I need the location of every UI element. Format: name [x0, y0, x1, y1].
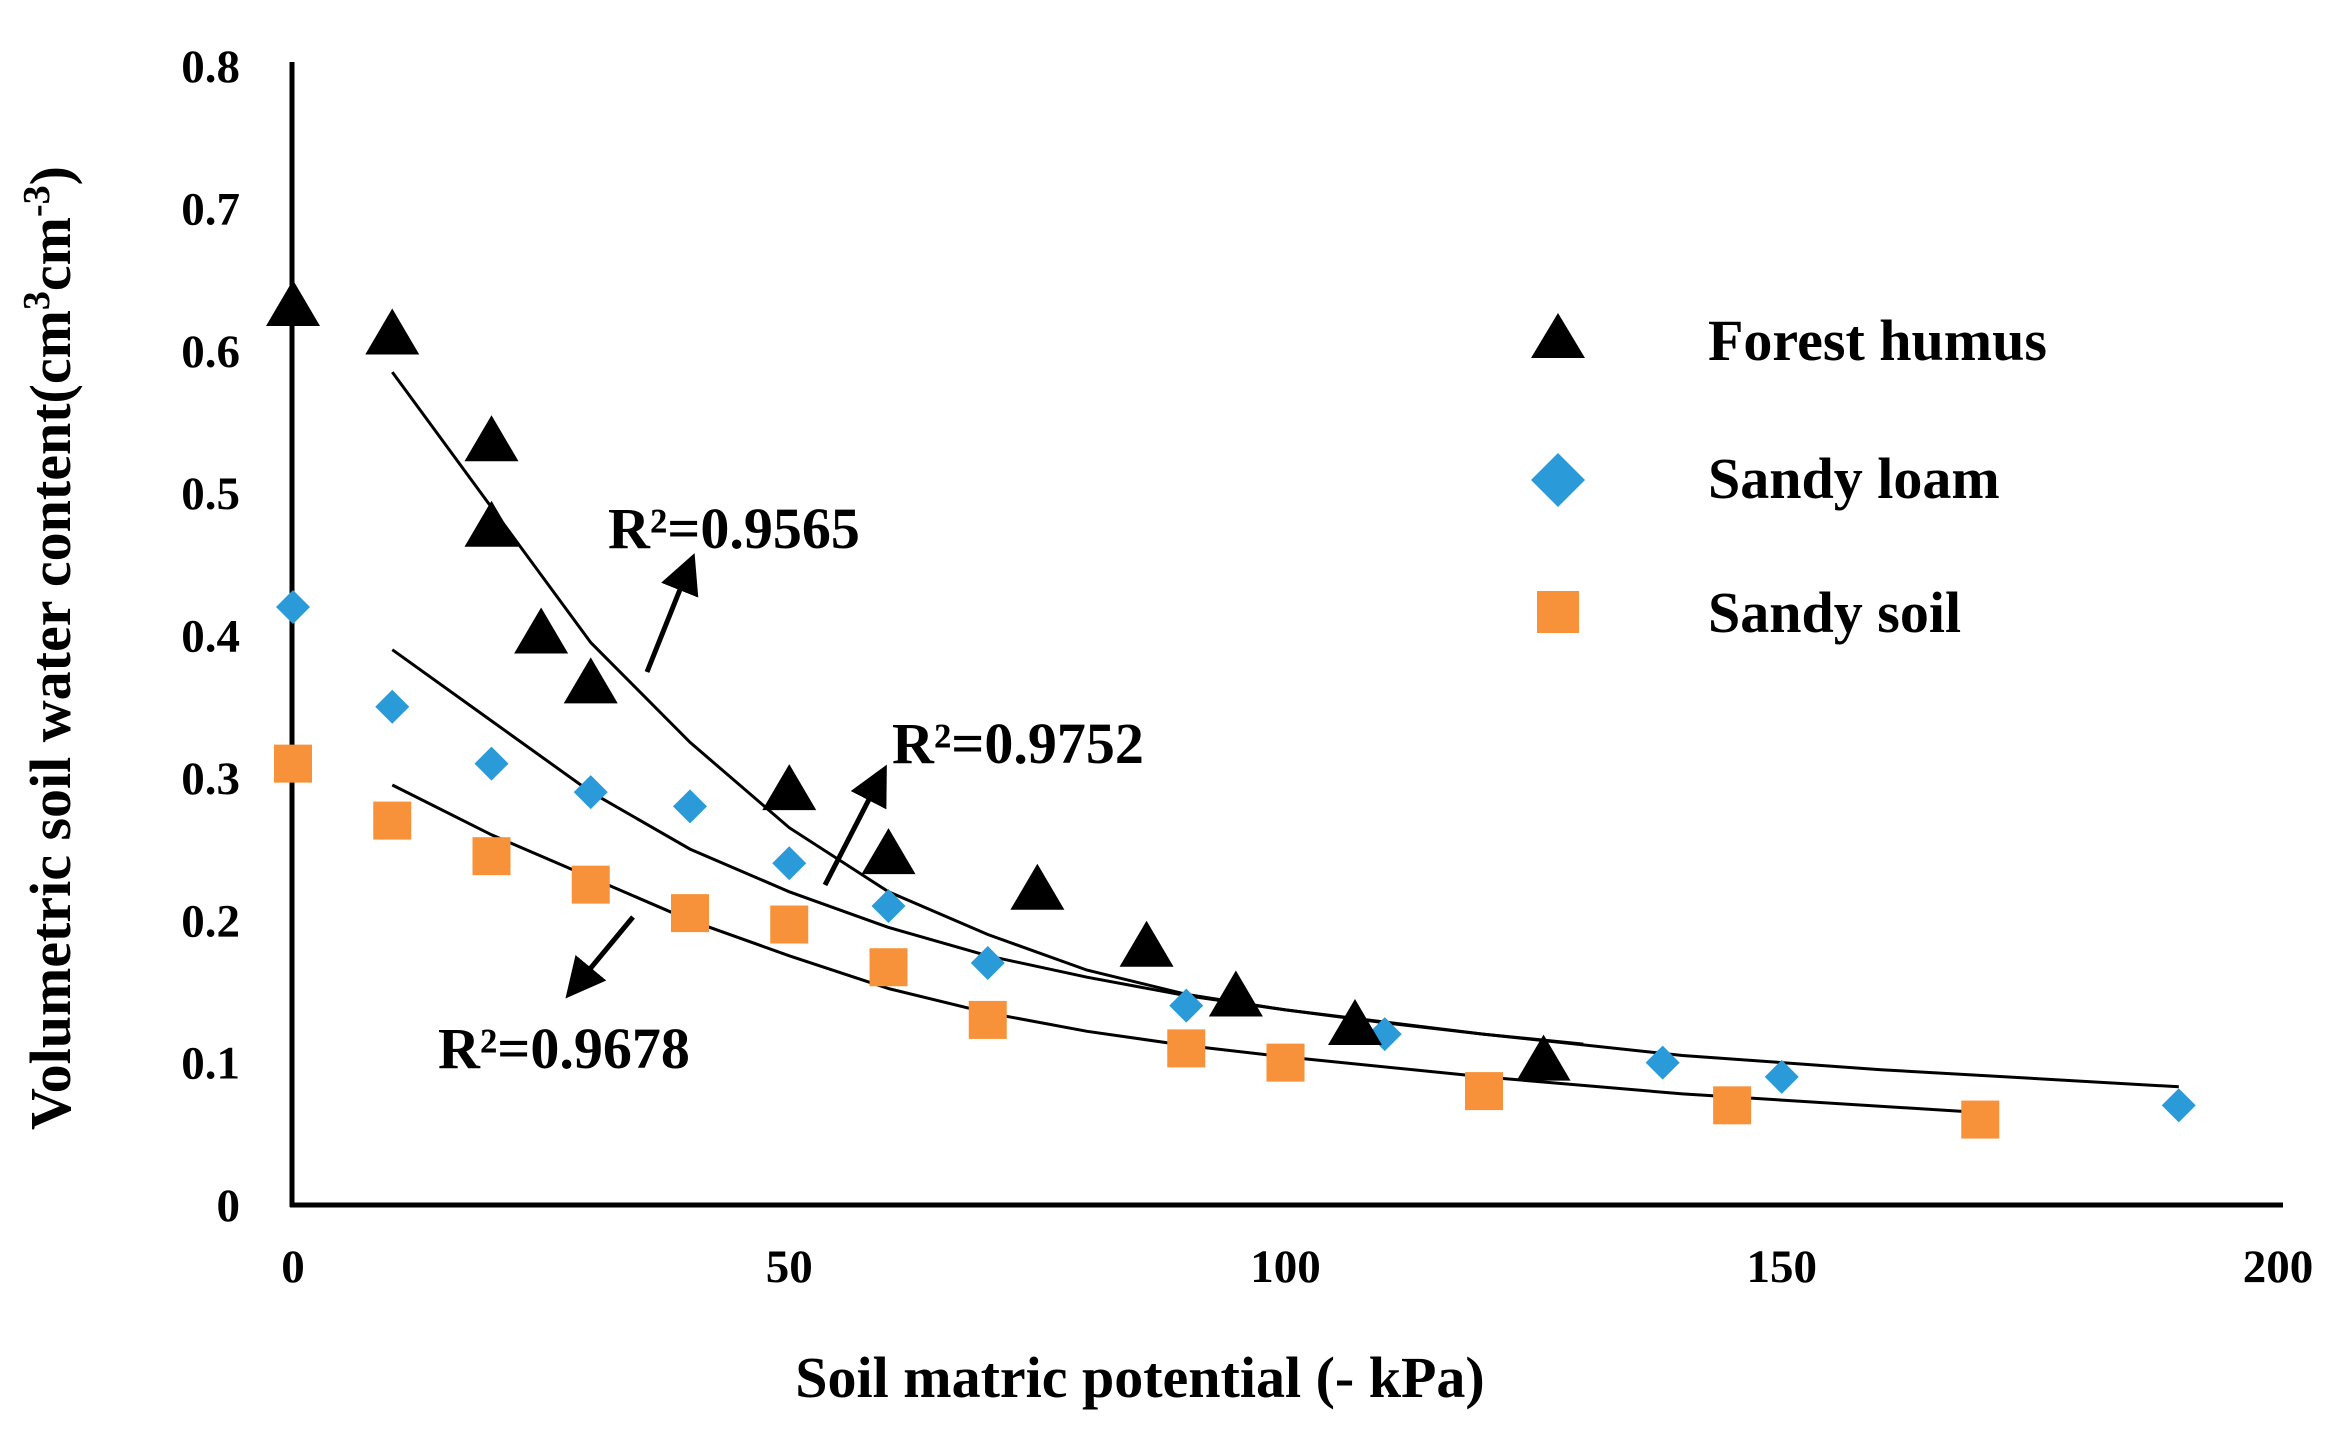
data-point-sandy-loam — [2161, 1088, 2196, 1123]
data-point-forest-humus — [365, 308, 420, 355]
legend-square-marker — [1537, 591, 1579, 633]
x-tick-label: 0 — [281, 1241, 305, 1293]
r2-arrow-sandy-loam — [822, 764, 887, 887]
y-axis-title: Volumetric soil water content(cm3cm-3) — [16, 166, 83, 1130]
x-tick-label: 50 — [766, 1241, 813, 1293]
y-tick-label: 0.4 — [181, 611, 240, 663]
y-tick-label: 0.7 — [181, 183, 240, 235]
x-tick-label: 150 — [1747, 1241, 1818, 1293]
x-tick-label: 200 — [2243, 1241, 2314, 1293]
data-point-forest-humus — [1119, 920, 1174, 967]
data-point-sandy-loam — [573, 775, 608, 810]
y-tick-label: 0.8 — [181, 41, 240, 93]
legend-triangle-marker — [1531, 313, 1585, 358]
data-point-forest-humus — [861, 828, 916, 875]
legend-label-sandy-loam: Sandy loam — [1708, 446, 2000, 511]
data-point-sandy-soil — [472, 837, 511, 876]
data-point-sandy-soil — [968, 1000, 1007, 1039]
data-point-forest-humus — [514, 607, 569, 654]
x-tick-labels: 0 50 100 150 200 — [281, 1241, 2313, 1293]
data-point-sandy-loam — [375, 689, 410, 724]
data-point-sandy-soil — [274, 744, 312, 783]
y-tick-label: 0.5 — [181, 468, 240, 520]
r2-label-sandy-soil: R²=0.9678 — [438, 1016, 690, 1081]
r2-label-forest-humus: R²=0.9565 — [608, 496, 860, 561]
data-point-sandy-loam — [276, 590, 310, 625]
r2-arrow-forest-humus — [644, 553, 699, 673]
r2-label-sandy-loam: R²=0.9752 — [892, 711, 1144, 776]
legend-item-forest-humus: Forest humus — [1531, 308, 2047, 373]
r2-arrow-sandy-soil — [565, 915, 635, 999]
legend-diamond-marker — [1531, 453, 1585, 507]
r2-annotations: R²=0.9565 R²=0.9752 R²=0.9678 — [438, 496, 1144, 1081]
data-point-forest-humus — [266, 280, 320, 327]
data-point-sandy-soil — [1167, 1029, 1206, 1068]
data-point-forest-humus — [1010, 863, 1065, 910]
data-markers — [266, 280, 2196, 1139]
y-tick-labels: 0 0.1 0.2 0.3 0.4 0.5 0.6 0.7 0.8 — [181, 41, 240, 1232]
data-point-sandy-soil — [1713, 1086, 1752, 1125]
data-point-sandy-loam — [1645, 1045, 1680, 1080]
legend-item-sandy-soil: Sandy soil — [1537, 580, 1961, 645]
data-point-forest-humus — [1327, 999, 1382, 1046]
fit-curve-forest-humus — [391, 371, 1584, 1046]
legend-item-sandy-loam: Sandy loam — [1531, 446, 2000, 511]
data-point-sandy-loam — [970, 945, 1005, 980]
x-tick-label: 100 — [1250, 1241, 1321, 1293]
x-axis-title: Soil matric potential (- kPa) — [795, 1345, 1484, 1410]
data-point-sandy-soil — [571, 865, 610, 904]
y-tick-label: 0.2 — [181, 895, 240, 947]
data-point-sandy-loam — [1764, 1059, 1799, 1094]
data-point-sandy-loam — [871, 889, 906, 924]
data-point-forest-humus — [464, 500, 519, 547]
data-point-sandy-soil — [373, 801, 412, 840]
legend: Forest humus Sandy loam Sandy soil — [1531, 308, 2047, 645]
y-tick-label: 0.1 — [181, 1038, 240, 1090]
fit-curve-sandy-loam — [391, 648, 2179, 1089]
data-point-forest-humus — [464, 415, 519, 462]
y-tick-label: 0.3 — [181, 753, 240, 805]
y-tick-label: 0 — [217, 1180, 241, 1232]
data-point-sandy-soil — [1961, 1100, 2000, 1139]
data-point-sandy-loam — [474, 746, 509, 781]
data-point-sandy-soil — [671, 894, 709, 933]
data-point-sandy-soil — [869, 948, 908, 987]
data-point-sandy-loam — [673, 789, 707, 824]
data-point-forest-humus — [563, 657, 618, 704]
data-point-sandy-soil — [1465, 1072, 1503, 1111]
data-point-forest-humus — [762, 764, 817, 811]
legend-label-forest-humus: Forest humus — [1708, 308, 2047, 373]
data-point-sandy-loam — [772, 846, 807, 881]
data-point-forest-humus — [1208, 970, 1263, 1017]
data-point-forest-humus — [1516, 1034, 1571, 1081]
data-point-sandy-loam — [1169, 988, 1204, 1023]
legend-label-sandy-soil: Sandy soil — [1708, 580, 1961, 645]
data-point-sandy-soil — [1266, 1043, 1305, 1082]
y-tick-label: 0.6 — [181, 326, 240, 378]
data-point-sandy-soil — [770, 905, 809, 944]
